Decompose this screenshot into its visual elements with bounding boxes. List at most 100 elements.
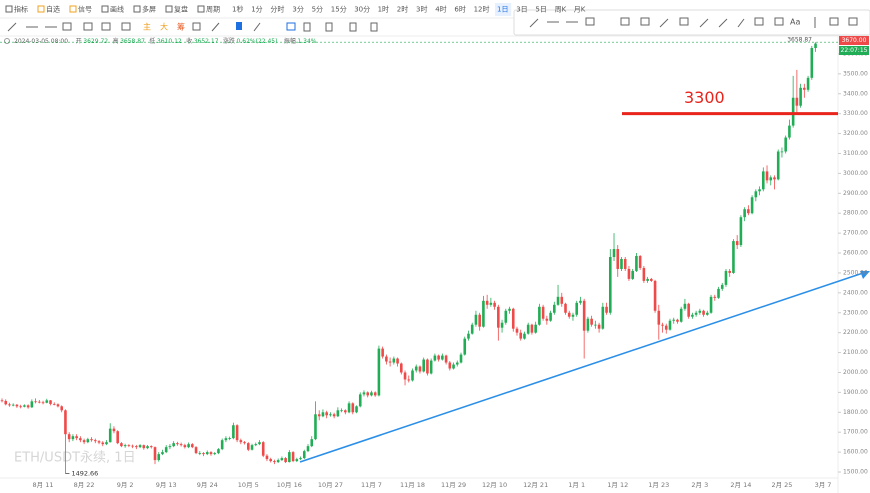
menu-item[interactable]: 复盘 <box>174 5 188 14</box>
x-tick-label: 9月 13 <box>156 481 177 489</box>
tool-icon[interactable] <box>718 18 728 28</box>
interval[interactable]: 2时 <box>397 5 408 14</box>
interval[interactable]: 1秒 <box>232 5 243 14</box>
interval[interactable]: 6时 <box>454 5 465 14</box>
tool-icon[interactable] <box>585 17 595 26</box>
tool-icon[interactable] <box>121 22 131 31</box>
tool-icon[interactable] <box>349 22 357 32</box>
interval[interactable]: 1分 <box>251 5 262 14</box>
x-tick-label: 2月 14 <box>730 481 751 489</box>
tool-icon[interactable] <box>774 17 784 26</box>
tool-icon[interactable] <box>253 22 261 32</box>
candle-body <box>97 441 101 443</box>
tool-icon[interactable] <box>848 17 858 26</box>
menu-item[interactable]: 信号 <box>78 5 92 14</box>
interval[interactable]: 15分 <box>331 5 347 14</box>
tool-icon[interactable] <box>101 22 111 31</box>
candle-body <box>526 324 530 334</box>
watermark: ETH/USDT永续, 1日 <box>14 451 136 466</box>
info-text: 开 <box>76 38 82 45</box>
candle-body <box>146 446 149 449</box>
candle-body <box>205 452 209 455</box>
tool-icon[interactable] <box>236 22 242 30</box>
tool-icon[interactable] <box>7 22 17 32</box>
interval[interactable]: 分时 <box>270 5 284 14</box>
candle-body <box>243 442 246 444</box>
info-text: 3610.12 <box>157 38 182 45</box>
menu-item[interactable]: 多屏 <box>142 5 156 14</box>
candle-body <box>803 87 806 90</box>
tool-icon[interactable] <box>620 17 630 26</box>
candle-body <box>276 460 280 463</box>
interval[interactable]: 周K <box>555 6 567 14</box>
candle-body <box>131 445 134 447</box>
tool-icon[interactable] <box>62 22 72 31</box>
candle-body <box>116 431 119 444</box>
interval[interactable]: 3分 <box>292 5 303 14</box>
candle-body <box>679 308 683 322</box>
interval[interactable]: 4时 <box>435 5 446 14</box>
menu-item[interactable]: 自选 <box>46 5 60 14</box>
candle-body <box>747 209 750 214</box>
interval[interactable]: 3时 <box>416 5 427 14</box>
candle-body <box>228 438 231 439</box>
tool-icon[interactable] <box>737 18 745 28</box>
tool-icon[interactable] <box>370 22 378 32</box>
tool-icon[interactable] <box>211 22 220 32</box>
candle-body <box>247 443 250 450</box>
indicator[interactable]: 主 <box>143 22 151 32</box>
candle-body <box>732 241 735 273</box>
indicator[interactable]: 筹 <box>177 22 185 32</box>
candle-body <box>344 410 347 413</box>
interval[interactable]: 30分 <box>354 5 370 14</box>
tool-icon[interactable] <box>286 22 296 31</box>
interval[interactable]: 12时 <box>474 5 490 14</box>
candle-body <box>90 439 93 441</box>
tool-icon[interactable] <box>699 18 709 28</box>
interval[interactable]: 3日 <box>516 6 527 14</box>
interval[interactable]: 1日 <box>497 6 508 14</box>
candle-body <box>724 270 728 285</box>
candle-body <box>23 405 26 407</box>
tool-icon[interactable] <box>83 22 93 31</box>
tool-icon[interactable] <box>640 17 650 26</box>
candle-body <box>560 296 564 304</box>
info-text: 收 <box>186 37 192 45</box>
candle-body <box>683 303 687 309</box>
price-tag-bg <box>839 36 869 45</box>
tool-icon[interactable] <box>679 17 689 26</box>
tool-icon[interactable] <box>754 17 764 26</box>
candle-body <box>101 442 105 445</box>
candle-body <box>280 458 284 461</box>
candle-body <box>773 177 776 180</box>
interval[interactable]: 月K <box>574 6 586 14</box>
info-text: 涨跌 <box>223 37 235 45</box>
candle-body <box>317 414 321 417</box>
candle-body <box>485 300 489 305</box>
candle-body <box>385 356 388 362</box>
candle-body <box>377 348 381 396</box>
x-tick-label: 3月 7 <box>815 481 832 489</box>
interval[interactable]: 1时 <box>378 5 389 14</box>
menu-item[interactable]: 周期 <box>206 6 220 14</box>
candle-body <box>310 439 314 447</box>
tool-icon[interactable] <box>529 18 539 28</box>
interval[interactable]: 5日 <box>535 6 546 14</box>
indicator[interactable]: 大 <box>160 22 168 32</box>
interval[interactable]: 5分 <box>312 5 323 14</box>
tool-icon[interactable] <box>829 17 839 26</box>
tool-icon[interactable] <box>659 18 669 28</box>
candle-body <box>302 451 306 459</box>
trend-line <box>299 271 867 463</box>
candle-body <box>743 209 746 218</box>
candle-body <box>418 366 422 372</box>
tool-icon[interactable] <box>325 22 333 32</box>
tool-icon[interactable] <box>303 22 311 32</box>
candle-body <box>8 404 11 406</box>
candle-body <box>261 442 265 456</box>
text-tool[interactable]: Aa <box>790 18 800 27</box>
menu-item[interactable]: 指标 <box>14 5 28 14</box>
tool-icon[interactable] <box>192 22 201 31</box>
floating-tools <box>529 17 858 28</box>
menu-item[interactable]: 画线 <box>110 5 124 14</box>
